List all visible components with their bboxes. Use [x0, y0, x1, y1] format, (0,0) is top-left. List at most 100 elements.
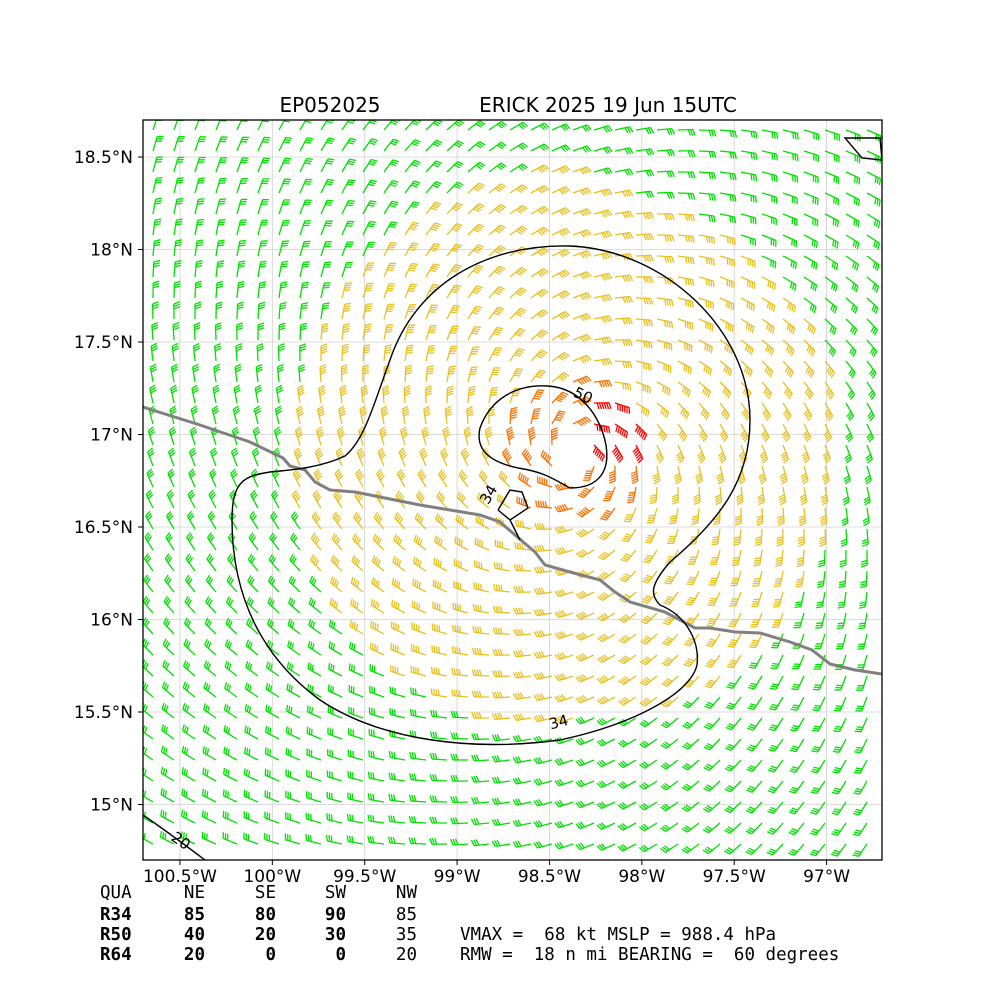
wind-barb [236, 280, 245, 299]
wind-barb [554, 757, 574, 766]
wind-barb [646, 507, 658, 524]
wind-barb [194, 198, 205, 215]
row-r34-nw: 85 [396, 905, 417, 925]
wind-barb [404, 344, 414, 362]
wind-barb [171, 342, 179, 362]
wind-barb [514, 519, 532, 530]
wind-barb [215, 177, 227, 194]
wind-barb [488, 120, 507, 131]
row-r64-se: 0 [265, 945, 276, 965]
wind-barb [236, 136, 250, 152]
wind-barb [842, 486, 850, 506]
wind-barb [513, 585, 532, 593]
wind-barb [491, 755, 511, 763]
wind-barb [143, 617, 154, 635]
wind-barb [833, 717, 847, 733]
wind-barb [268, 553, 280, 572]
wind-barb [383, 221, 398, 236]
wind-barb [855, 696, 868, 712]
wind-barb [467, 366, 478, 383]
wind-barb [278, 322, 286, 341]
wind-barb [286, 683, 301, 698]
wind-barb [708, 570, 721, 586]
wind-barb [317, 405, 326, 425]
wind-barb [768, 717, 784, 732]
wind-barb [257, 198, 269, 215]
wind-barb [306, 705, 322, 719]
wind-barb [777, 507, 785, 527]
wind-barb [315, 426, 325, 446]
wind-barb [320, 343, 328, 362]
wind-barb [593, 167, 613, 175]
wind-barb [446, 325, 459, 341]
wind-barb [832, 759, 847, 774]
wind-barb [277, 343, 285, 362]
wind-barb [180, 809, 196, 824]
wind-barb [362, 282, 374, 299]
wind-barb [597, 570, 616, 581]
wind-barb [341, 179, 356, 194]
wind-barb [488, 183, 507, 194]
wind-barb [376, 468, 385, 488]
wind-barb [188, 447, 197, 467]
table-header-se: SE [255, 883, 276, 903]
wind-barb [746, 780, 763, 793]
wind-barb [824, 318, 837, 336]
wind-barb [617, 801, 637, 810]
wind-barb [596, 717, 616, 726]
wind-barb [554, 672, 574, 682]
wind-barb [533, 566, 553, 574]
wind-barb [551, 165, 571, 174]
wind-barb [455, 513, 469, 530]
wind-barb [143, 638, 154, 656]
wind-barb [320, 322, 329, 341]
wind-barb [389, 686, 406, 698]
wind-barb [617, 780, 637, 789]
wind-barb [831, 822, 847, 836]
wind-barb [491, 776, 511, 784]
wind-barb [533, 650, 553, 659]
wind-barb [152, 239, 161, 257]
wind-barb [244, 682, 259, 698]
wind-barb [824, 255, 839, 271]
wind-barb [660, 738, 679, 749]
wind-barb [288, 597, 301, 614]
wind-barb [326, 770, 343, 782]
wind-barb [425, 201, 442, 215]
wind-barb [575, 653, 595, 662]
wind-barb [635, 297, 654, 305]
wind-barb [621, 528, 637, 543]
wind-barb [767, 801, 784, 815]
wind-barb [202, 746, 217, 761]
wind-barb [446, 243, 463, 257]
wind-barb [618, 612, 637, 624]
wind-barb [824, 129, 840, 142]
wind-barb [270, 511, 280, 530]
wind-barb [681, 780, 700, 792]
wind-barb [299, 240, 311, 257]
wind-barb [740, 360, 753, 377]
wind-barb [192, 342, 201, 362]
wind-barb [223, 746, 238, 761]
wind-barb [491, 712, 511, 720]
wind-barb [423, 405, 431, 425]
wind-barb [346, 835, 364, 845]
wind-barb [572, 208, 592, 217]
wind-barb [596, 822, 616, 830]
wind-barb [725, 738, 742, 751]
wind-barb [660, 780, 679, 791]
wind-barb [172, 322, 180, 341]
wind-barb [845, 402, 855, 422]
title-storm-id: EP052025 [279, 93, 380, 117]
wind-barb [551, 207, 571, 216]
wind-barb [782, 381, 793, 400]
wind-barb [719, 402, 730, 421]
wind-barb [164, 574, 175, 593]
wind-barb [761, 402, 772, 421]
wind-barb [393, 534, 406, 551]
wind-barb [189, 426, 198, 446]
table-header-sw: SW [325, 883, 347, 903]
wind-barb [306, 726, 322, 740]
wind-barb [488, 265, 506, 278]
wind-barb [349, 598, 364, 614]
